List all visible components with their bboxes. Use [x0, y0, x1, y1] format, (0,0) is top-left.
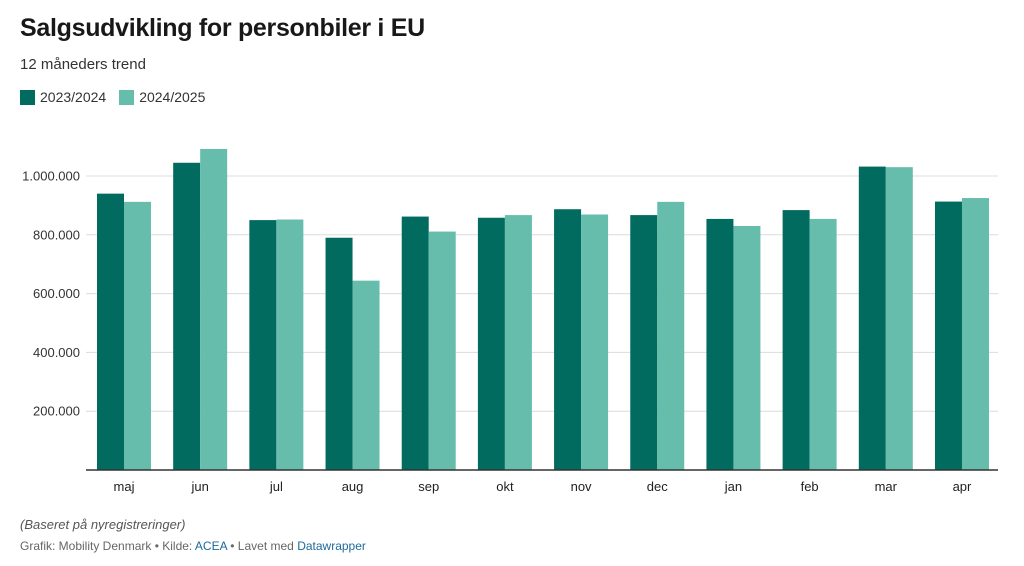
- bar-nov-2023-2024: [554, 209, 582, 471]
- x-tick-label: okt: [496, 479, 514, 494]
- bar-sep-2024-2025: [428, 231, 456, 470]
- bar-aug-2024-2025: [352, 280, 380, 470]
- bar-jun-2024-2025: [200, 148, 228, 470]
- footer-made-with: • Lavet med: [226, 539, 298, 553]
- x-tick-label: apr: [953, 479, 972, 494]
- legend-label-2024-2025: 2024/2025: [139, 89, 206, 105]
- bar-okt-2024-2025: [504, 215, 532, 470]
- chart-note: (Baseret på nyregistreringer): [20, 517, 186, 532]
- bar-apr-2023-2024: [934, 201, 962, 470]
- bar-maj-2024-2025: [124, 201, 151, 470]
- bar-okt-2023-2024: [477, 217, 505, 470]
- x-tick-label: feb: [801, 479, 819, 494]
- bar-dec-2023-2024: [630, 215, 658, 470]
- bar-aug-2023-2024: [325, 237, 353, 470]
- y-tick-label: 600.000: [33, 286, 80, 301]
- bar-jan-2024-2025: [733, 225, 761, 470]
- chart-title: Salgsudvikling for personbiler i EU: [20, 14, 425, 42]
- footer-credit: Grafik: Mobility Denmark • Kilde:: [20, 539, 195, 553]
- legend-swatch-2023-2024: [20, 89, 35, 105]
- chart-footer: Grafik: Mobility Denmark • Kilde: ACEA •…: [20, 539, 366, 553]
- source-link[interactable]: ACEA: [194, 539, 227, 553]
- bar-feb-2023-2024: [782, 210, 810, 470]
- bar-maj-2023-2024: [97, 193, 124, 470]
- bar-jul-2023-2024: [249, 220, 277, 470]
- legend: 2023/2024 2024/2025: [20, 89, 218, 105]
- bar-jul-2024-2025: [276, 219, 304, 470]
- x-tick-label: jan: [724, 479, 742, 494]
- bar-nov-2024-2025: [581, 214, 609, 470]
- legend-swatch-2024-2025: [119, 89, 135, 105]
- bar-mar-2023-2024: [858, 166, 886, 471]
- datawrapper-link[interactable]: Datawrapper: [297, 539, 366, 553]
- x-tick-label: nov: [571, 479, 592, 494]
- x-tick-label: jul: [269, 479, 283, 494]
- x-tick-label: jun: [191, 479, 209, 494]
- chart-subtitle: 12 måneders trend: [20, 56, 146, 73]
- y-tick-label: 200.000: [33, 404, 80, 419]
- x-tick-label: maj: [114, 479, 135, 494]
- legend-item-2023-2024: 2023/2024: [20, 89, 106, 105]
- bar-apr-2024-2025: [961, 198, 989, 471]
- y-tick-label: 1.000.000: [22, 169, 80, 184]
- bar-dec-2024-2025: [657, 201, 685, 470]
- bar-sep-2023-2024: [401, 216, 429, 470]
- legend-item-2024-2025: 2024/2025: [119, 89, 205, 105]
- x-tick-label: dec: [647, 479, 668, 494]
- bar-feb-2024-2025: [809, 218, 837, 470]
- y-tick-label: 400.000: [33, 345, 80, 360]
- x-tick-label: sep: [418, 479, 439, 494]
- bar-jan-2023-2024: [706, 218, 734, 470]
- bar-mar-2024-2025: [885, 167, 913, 470]
- x-tick-label: aug: [342, 479, 364, 494]
- bar-jun-2023-2024: [173, 162, 201, 470]
- legend-label-2023-2024: 2023/2024: [40, 89, 107, 105]
- x-tick-label: mar: [875, 479, 898, 494]
- y-tick-label: 800.000: [33, 227, 80, 242]
